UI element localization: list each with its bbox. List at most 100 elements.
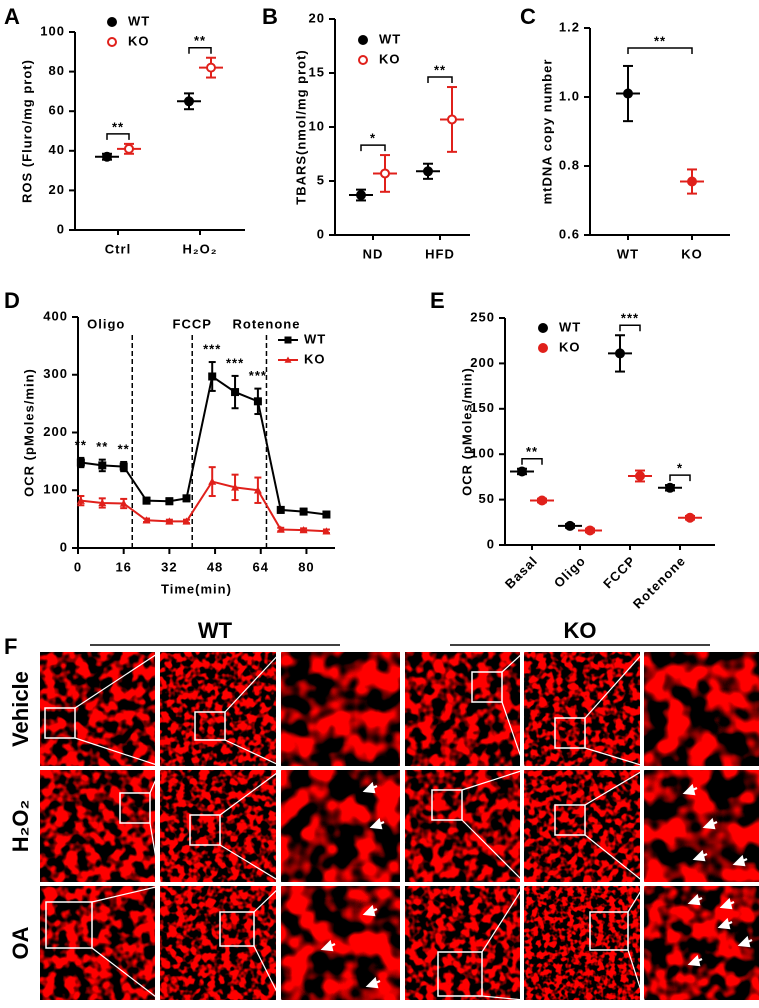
marker (76, 496, 85, 504)
zoom-line (253, 885, 282, 913)
arrow (717, 917, 733, 930)
zoom-line (501, 651, 525, 673)
marker (623, 88, 633, 99)
marker (182, 517, 191, 525)
zoom-line (461, 769, 525, 791)
marker (537, 495, 547, 506)
zoom-line (584, 834, 645, 883)
marker (231, 388, 240, 397)
series-line (80, 480, 327, 533)
legend-label: WT (304, 331, 326, 346)
legend-marker (358, 55, 368, 65)
marker (423, 166, 433, 177)
zoom-box (554, 717, 586, 749)
zoom-line (91, 947, 161, 1001)
marker (356, 190, 366, 201)
x-tick-label: 80 (298, 559, 314, 574)
y-tick-label: 100 (40, 23, 65, 38)
y-tick-label: 400 (43, 308, 68, 323)
arrow (719, 897, 735, 910)
x-tick-label: 16 (115, 559, 131, 574)
legend-marker (538, 343, 548, 353)
zoom-line (627, 949, 645, 1001)
zoom-box (219, 911, 255, 947)
zoom-line (584, 769, 645, 806)
arrow (682, 783, 698, 796)
zoom-box (194, 711, 226, 741)
panel-letter: D (4, 288, 20, 313)
marker (231, 483, 240, 491)
marker (565, 520, 575, 531)
zoom-line (501, 701, 525, 767)
x-tick-label: 64 (253, 559, 269, 574)
legend-marker (358, 35, 368, 45)
zoom-box (431, 789, 463, 821)
zoom-line (584, 651, 645, 719)
y-tick-label: 100 (43, 482, 68, 497)
marker (517, 466, 527, 477)
significance-bracket (360, 144, 386, 152)
micrograph (524, 652, 640, 766)
significance-label: ** (194, 33, 206, 48)
x-tick-label: FCCP (600, 553, 638, 591)
marker (299, 507, 308, 516)
legend-marker (107, 17, 117, 27)
zoom-line (481, 885, 525, 953)
panel-letter: B (262, 4, 278, 29)
zoom-line (91, 885, 161, 903)
x-tick-label: HFD (425, 246, 455, 261)
significance-label: ** (75, 437, 87, 452)
y-tick-label: 1.0 (559, 88, 580, 103)
x-tick-label: Ctrl (105, 241, 131, 256)
marker (380, 168, 390, 179)
zoom-box (119, 792, 151, 824)
arrow (732, 854, 748, 867)
arrow (687, 893, 703, 906)
legend-marker (284, 356, 292, 363)
phase-label: FCCP (173, 316, 212, 331)
micrograph (281, 652, 400, 766)
micrograph (40, 652, 155, 766)
significance-bracket (106, 133, 130, 140)
zoom-box (589, 911, 629, 951)
zoom-line (224, 739, 282, 767)
arrow (362, 904, 378, 917)
y-tick-label: 0.6 (559, 226, 580, 241)
marker (142, 496, 151, 505)
x-tick-label: KO (681, 246, 703, 261)
significance-label: * (677, 461, 683, 476)
marker (635, 470, 645, 481)
y-tick-label: 200 (470, 355, 495, 370)
zoom-line (461, 819, 525, 883)
y-tick-label: 15 (309, 64, 325, 79)
panel-letter: F (4, 634, 17, 659)
arrow (692, 849, 708, 862)
marker (182, 494, 191, 503)
column-label: WT (198, 618, 233, 643)
marker (447, 114, 457, 125)
marker (206, 62, 216, 73)
zoom-line (481, 995, 525, 1001)
zoom-box (44, 707, 76, 739)
y-tick-label: 10 (309, 118, 325, 133)
significance-label: ** (96, 439, 108, 454)
arrow (369, 817, 385, 830)
zoom-line (584, 747, 645, 767)
significance-label: *** (621, 311, 639, 326)
legend-label: WT (128, 13, 150, 28)
legend-marker (107, 37, 117, 47)
y-tick-label: 50 (479, 491, 495, 506)
micrograph (281, 770, 400, 882)
panel-letter: C (520, 4, 536, 29)
x-tick-label: 0 (74, 559, 82, 574)
x-tick-label: WT (617, 246, 639, 261)
marker (276, 525, 285, 533)
significance-bracket (619, 324, 641, 332)
y-tick-label: 0 (317, 226, 325, 241)
micrograph (644, 652, 759, 766)
significance-label: * (370, 131, 376, 146)
significance-label: *** (249, 368, 267, 383)
marker (142, 516, 151, 524)
marker (685, 512, 695, 523)
x-tick-label: Basal (502, 553, 541, 592)
